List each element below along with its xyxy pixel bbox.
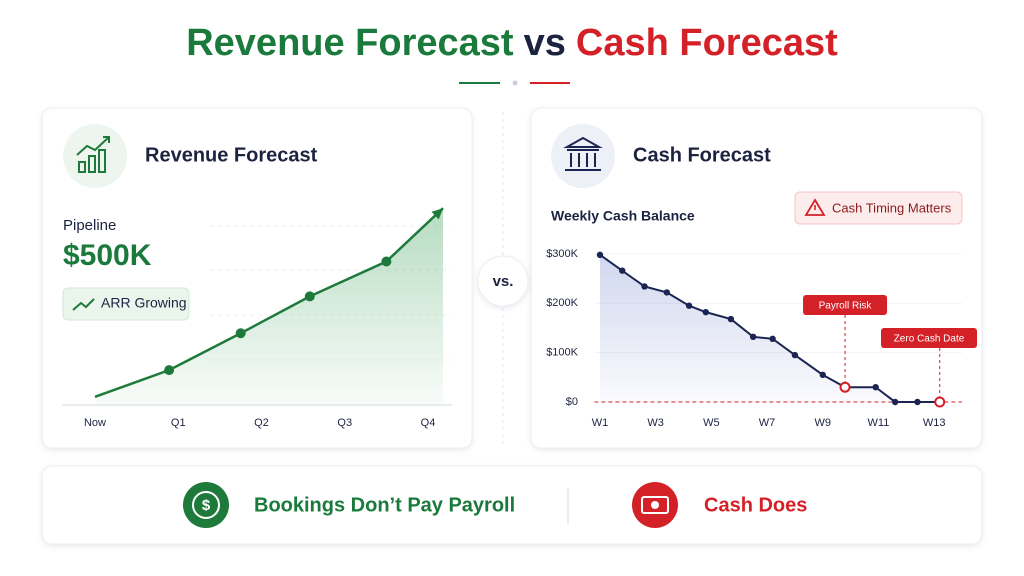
point [164,365,175,376]
point [663,289,671,296]
alert-box [794,191,963,225]
x-tick-label: W7 [759,417,776,429]
annotation-text: Payroll Risk [819,301,873,312]
versus-text: vs. [493,273,514,290]
point [791,351,799,359]
cash-panel-title: Cash Forecast [633,144,771,166]
title-mid: vs [524,22,566,64]
x-tick-label: W11 [868,417,890,429]
badge-text: ARR Growing [101,295,187,311]
x-tick-label: W13 [923,417,946,429]
footer-panel [41,465,983,545]
area [599,254,940,402]
y-tick-label: $300K [546,248,578,260]
point [235,328,246,339]
point [914,398,921,406]
point [872,383,879,391]
x-tick-label: W1 [592,417,609,429]
x-tick-label: W9 [815,417,832,429]
badge-icon [72,298,95,311]
point [596,251,604,259]
x-tick-label: W5 [703,417,720,429]
point [685,302,693,309]
underline-dot [512,80,518,86]
x-tick-label: Q1 [171,417,186,429]
annotation-point [839,381,851,393]
point [381,256,392,267]
point [619,267,626,274]
y-tick-label: $200K [546,297,578,309]
point [749,333,757,341]
metric-value: $500K [63,239,152,272]
footer-left-icon-glyph: $ [202,497,211,514]
x-tick-label: Q4 [421,417,436,429]
title-right: Cash Forecast [576,22,838,64]
line [94,207,444,398]
footer-left-icon [183,482,229,528]
footer-right-text: Cash Does [704,494,807,516]
arrow-head [431,208,443,220]
title-left: Revenue Forecast [186,22,514,64]
line [599,254,940,403]
y-tick-label: $0 [566,396,578,408]
badge [62,287,190,321]
revenue-icon [76,136,110,173]
metric-label: Pipeline [63,217,116,234]
alert-text: Cash Timing Matters [832,200,952,215]
point [304,291,315,302]
annotation-point [934,396,946,408]
chart-title: Weekly Cash Balance [551,208,695,224]
alert-icon [804,198,826,216]
x-tick-label: Q2 [254,417,269,429]
point [891,398,899,406]
annotation-text: Zero Cash Date [894,334,965,345]
x-tick-label: W3 [647,417,664,429]
revenue-panel-title: Revenue Forecast [145,144,318,166]
point [819,371,826,379]
cash-icon-bg [551,124,615,188]
point [769,335,776,342]
page-title: Revenue Forecast vs Cash Forecast [186,22,838,64]
footer-left-text: Bookings Don’t Pay Payroll [254,494,515,516]
annotation-box [803,295,888,315]
footer-right-bill [641,496,669,514]
point [702,308,709,316]
point [727,315,735,323]
x-tick-label: Now [84,417,106,429]
point [641,283,648,290]
footer-right-coin [651,501,659,509]
x-tick-label: Q3 [337,417,352,429]
footer-left-icon-ring [192,491,220,519]
versus-badge [477,255,529,307]
area [95,208,443,405]
cash-icon [563,136,603,171]
annotation-box [881,328,977,348]
y-tick-label: $100K [546,347,578,359]
